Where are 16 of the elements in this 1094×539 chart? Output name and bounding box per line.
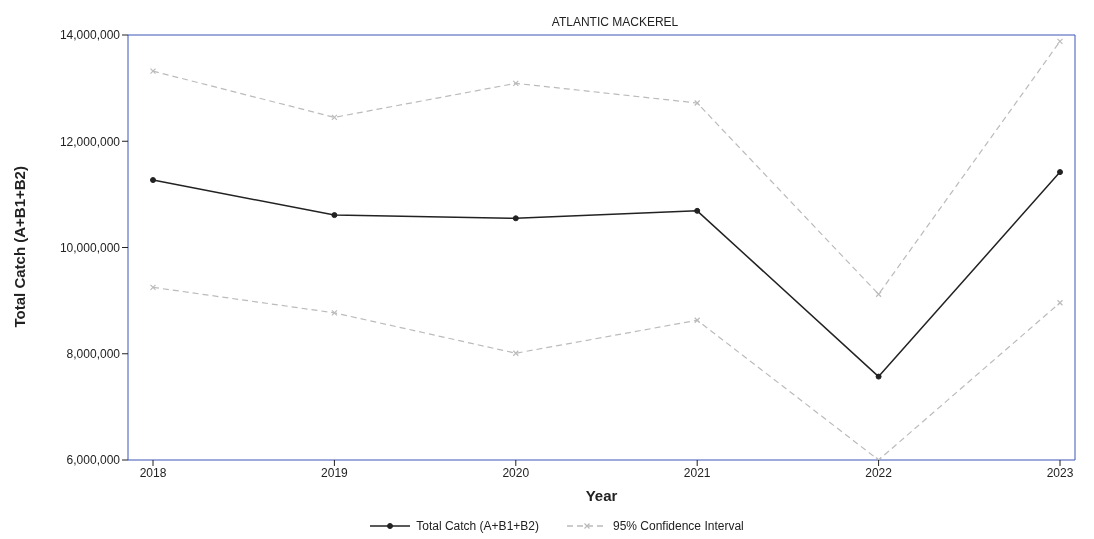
chart-title: ATLANTIC MACKEREL: [551, 15, 679, 29]
x-tick-label: 2018: [139, 465, 167, 480]
y-axis-title: Total Catch (A+B1+B2): [11, 166, 29, 328]
x-tick-label: 2022: [865, 465, 893, 480]
x-axis-title: Year: [585, 487, 618, 504]
y-tick-label: 6,000,000: [66, 453, 121, 468]
y-tick-label: 12,000,000: [59, 134, 121, 149]
y-tick-label: 8,000,000: [66, 347, 121, 362]
x-tick-label: 2023: [1046, 465, 1074, 480]
x-tick-label: 2019: [321, 465, 349, 480]
legend-label: 95% Confidence Interval: [612, 519, 744, 533]
x-tick-label: 2021: [683, 465, 711, 480]
legend-label: Total Catch (A+B1+B2): [416, 519, 539, 533]
x-tick-label: 2020: [502, 465, 530, 480]
y-tick-label: 14,000,000: [59, 28, 121, 43]
y-tick-label: 10,000,000: [59, 240, 121, 255]
